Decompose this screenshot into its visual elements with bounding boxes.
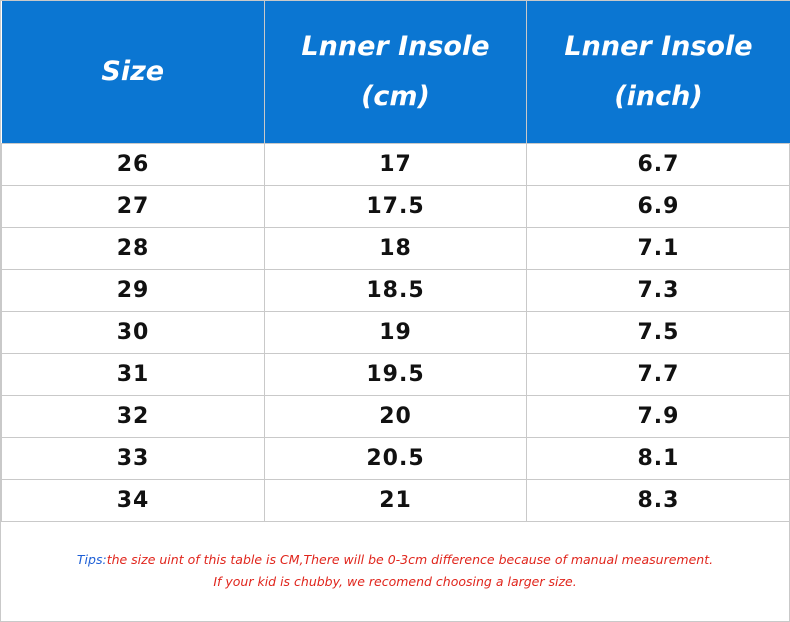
table-cell: 17.5 bbox=[264, 185, 527, 228]
header-line: (cm) bbox=[361, 81, 430, 112]
table-cell: 7.3 bbox=[526, 269, 790, 312]
table-cell: 19 bbox=[264, 311, 527, 354]
table-row: 31 19.5 7.7 bbox=[1, 353, 790, 396]
table-cell: 33 bbox=[1, 437, 265, 480]
header-line: Lnner Insole bbox=[564, 31, 753, 62]
table-row: 28 18 7.1 bbox=[1, 227, 790, 270]
table-cell: 34 bbox=[1, 479, 265, 522]
table-row: 29 18.5 7.3 bbox=[1, 269, 790, 312]
table-cell: 32 bbox=[1, 395, 265, 438]
table-cell: 29 bbox=[1, 269, 265, 312]
table-cell: 30 bbox=[1, 311, 265, 354]
table-cell: 18.5 bbox=[264, 269, 527, 312]
table-row: 30 19 7.5 bbox=[1, 311, 790, 354]
size-table: Size Lnner Insole (cm) Lnner Insole (inch) 2… bbox=[1, 1, 790, 522]
header-line: Lnner Insole bbox=[301, 31, 490, 62]
table-cell: 8.1 bbox=[526, 437, 790, 480]
table-cell: 8.3 bbox=[526, 479, 790, 522]
header-cell: Lnner Insole (cm) bbox=[264, 1, 527, 144]
table-cell: 17 bbox=[264, 143, 527, 186]
table-cell: 28 bbox=[1, 227, 265, 270]
table-row: 34 21 8.3 bbox=[1, 479, 790, 522]
tips-label: Tips: bbox=[76, 552, 107, 567]
table-cell: 27 bbox=[1, 185, 265, 228]
header-line: (inch) bbox=[614, 81, 703, 112]
table-cell: 7.9 bbox=[526, 395, 790, 438]
tips: Tips:the size uint of this table is CM,T… bbox=[1, 549, 789, 593]
table-cell: 19.5 bbox=[264, 353, 527, 396]
header-cell: Size bbox=[1, 1, 265, 144]
table-cell: 6.9 bbox=[526, 185, 790, 228]
table-row: 27 17.5 6.9 bbox=[1, 185, 790, 228]
table-cell: 7.1 bbox=[526, 227, 790, 270]
table-row: 32 20 7.9 bbox=[1, 395, 790, 438]
table-body: 26 17 6.7 27 17.5 6.9 28 18 7.1 29 18.5 7.3 30 19 7.5 3… bbox=[1, 143, 790, 522]
header-row: Size Lnner Insole (cm) Lnner Insole (inch) bbox=[1, 1, 790, 144]
tips-text: the size uint of this table is CM,There … bbox=[106, 552, 714, 567]
tips-line: Tips:the size uint of this table is CM,T… bbox=[1, 549, 789, 571]
table-cell: 20 bbox=[264, 395, 527, 438]
table-cell: 7.7 bbox=[526, 353, 790, 396]
table-cell: 6.7 bbox=[526, 143, 790, 186]
header-line: Size bbox=[101, 56, 165, 87]
table-cell: 31 bbox=[1, 353, 265, 396]
tips-line: If your kid is chubby, we recomend choos… bbox=[213, 574, 577, 589]
header-cell: Lnner Insole (inch) bbox=[526, 1, 790, 144]
table-cell: 26 bbox=[1, 143, 265, 186]
table-cell: 7.5 bbox=[526, 311, 790, 354]
table-cell: 18 bbox=[264, 227, 527, 270]
table-row: 26 17 6.7 bbox=[1, 143, 790, 186]
table-cell: 20.5 bbox=[264, 437, 527, 480]
table-cell: 21 bbox=[264, 479, 527, 522]
table-row: 33 20.5 8.1 bbox=[1, 437, 790, 480]
